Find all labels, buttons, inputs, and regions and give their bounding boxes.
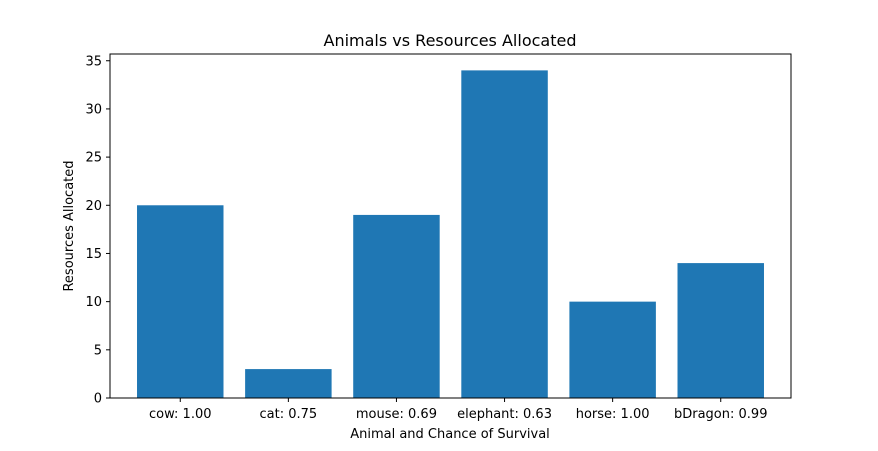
plot-area-frame bbox=[109, 53, 792, 399]
chart-title: Animals vs Resources Allocated bbox=[324, 31, 577, 50]
x-tick-label: horse: 1.00 bbox=[576, 407, 650, 422]
y-tick-label: 25 bbox=[85, 151, 102, 166]
bar-2 bbox=[353, 214, 440, 398]
y-tick-label: 5 bbox=[94, 343, 102, 358]
x-axis-ticks: cow: 1.00 cat: 0.75 mouse: 0.69 elephant: 0… bbox=[149, 398, 767, 422]
y-tick-label: 30 bbox=[85, 102, 102, 117]
y-tick-label: 10 bbox=[85, 295, 102, 310]
y-tick-label: 35 bbox=[85, 54, 102, 69]
bars-layer bbox=[137, 70, 764, 398]
x-tick-label: cow: 1.00 bbox=[149, 407, 211, 422]
y-tick-label: 15 bbox=[85, 247, 102, 262]
bar-0 bbox=[137, 205, 224, 398]
bar-5 bbox=[677, 263, 764, 398]
x-tick-label: mouse: 0.69 bbox=[356, 407, 437, 422]
bar-3 bbox=[461, 70, 548, 398]
bar-4 bbox=[569, 301, 656, 398]
y-tick-label: 20 bbox=[85, 199, 102, 214]
y-axis-ticks: 0 5 10 15 20 25 30 35 bbox=[85, 54, 110, 407]
x-tick-label: bDragon: 0.99 bbox=[674, 407, 767, 422]
x-tick-label: cat: 0.75 bbox=[260, 407, 318, 422]
y-tick-label: 0 bbox=[94, 392, 102, 407]
y-axis-label: Resources Allocated bbox=[62, 160, 77, 291]
x-tick-label: elephant: 0.63 bbox=[457, 407, 552, 422]
bar-1 bbox=[245, 369, 332, 398]
x-axis-label: Animal and Chance of Survival bbox=[350, 427, 550, 442]
